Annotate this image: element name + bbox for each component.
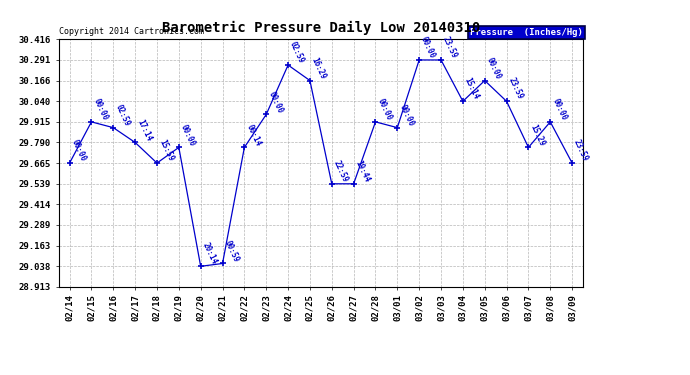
Text: 00:00: 00:00 bbox=[70, 138, 88, 163]
Text: 02:59: 02:59 bbox=[113, 103, 131, 128]
Text: 23:59: 23:59 bbox=[441, 35, 459, 60]
Text: 00:00: 00:00 bbox=[375, 97, 393, 122]
Text: 19:44: 19:44 bbox=[353, 159, 371, 184]
Text: 15:29: 15:29 bbox=[529, 123, 546, 147]
Text: 00:00: 00:00 bbox=[91, 97, 109, 122]
Text: 00:59: 00:59 bbox=[222, 239, 240, 264]
Text: Pressure  (Inches/Hg): Pressure (Inches/Hg) bbox=[470, 28, 583, 37]
Text: 20:14: 20:14 bbox=[201, 242, 219, 266]
Title: Barometric Pressure Daily Low 20140310: Barometric Pressure Daily Low 20140310 bbox=[161, 21, 480, 35]
Text: 02:59: 02:59 bbox=[288, 40, 306, 65]
Text: 15:59: 15:59 bbox=[157, 138, 175, 163]
Text: 00:00: 00:00 bbox=[397, 103, 415, 128]
Text: 00:00: 00:00 bbox=[266, 90, 284, 114]
Text: 00:00: 00:00 bbox=[419, 35, 437, 60]
Text: 16:29: 16:29 bbox=[310, 56, 328, 81]
Text: 17:14: 17:14 bbox=[135, 118, 153, 142]
Text: 00:14: 00:14 bbox=[244, 123, 262, 147]
Text: 00:00: 00:00 bbox=[551, 97, 568, 122]
Text: 23:59: 23:59 bbox=[572, 138, 590, 163]
Text: 15:14: 15:14 bbox=[463, 76, 481, 101]
Text: Copyright 2014 Cartronics.com: Copyright 2014 Cartronics.com bbox=[59, 27, 204, 36]
Text: 22:59: 22:59 bbox=[332, 159, 350, 184]
Text: 00:00: 00:00 bbox=[179, 123, 197, 147]
Text: 23:59: 23:59 bbox=[506, 76, 524, 101]
Text: 00:00: 00:00 bbox=[484, 56, 502, 81]
